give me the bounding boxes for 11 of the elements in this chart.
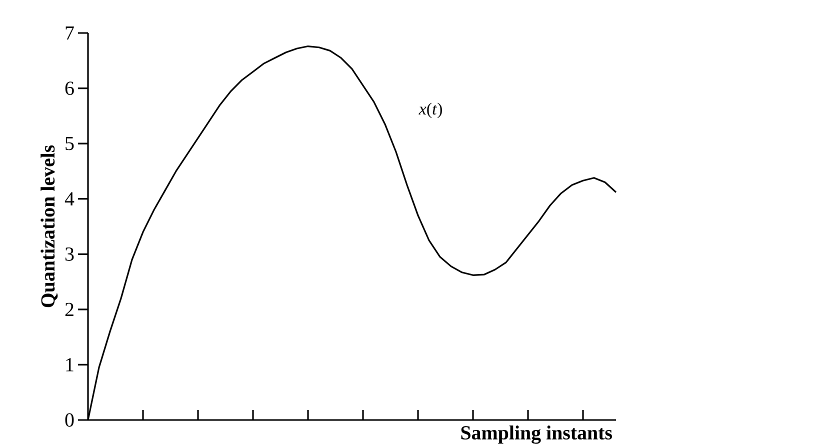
y-tick-label: 3 bbox=[65, 247, 74, 261]
y-tick-label: 0 bbox=[65, 413, 74, 427]
y-tick-label: 4 bbox=[64, 192, 74, 206]
x-axis-title: Sampling instants bbox=[461, 425, 612, 444]
y-tick-label: 1 bbox=[66, 358, 74, 372]
y-tick-label: 2 bbox=[65, 302, 74, 316]
y-axis-title: Quantization levels bbox=[40, 145, 58, 308]
y-tick-label: 6 bbox=[65, 82, 74, 95]
y-tick-label: 5 bbox=[66, 136, 74, 150]
y-tick-label: 7 bbox=[66, 26, 74, 40]
series-label: x(t) bbox=[418, 102, 442, 118]
